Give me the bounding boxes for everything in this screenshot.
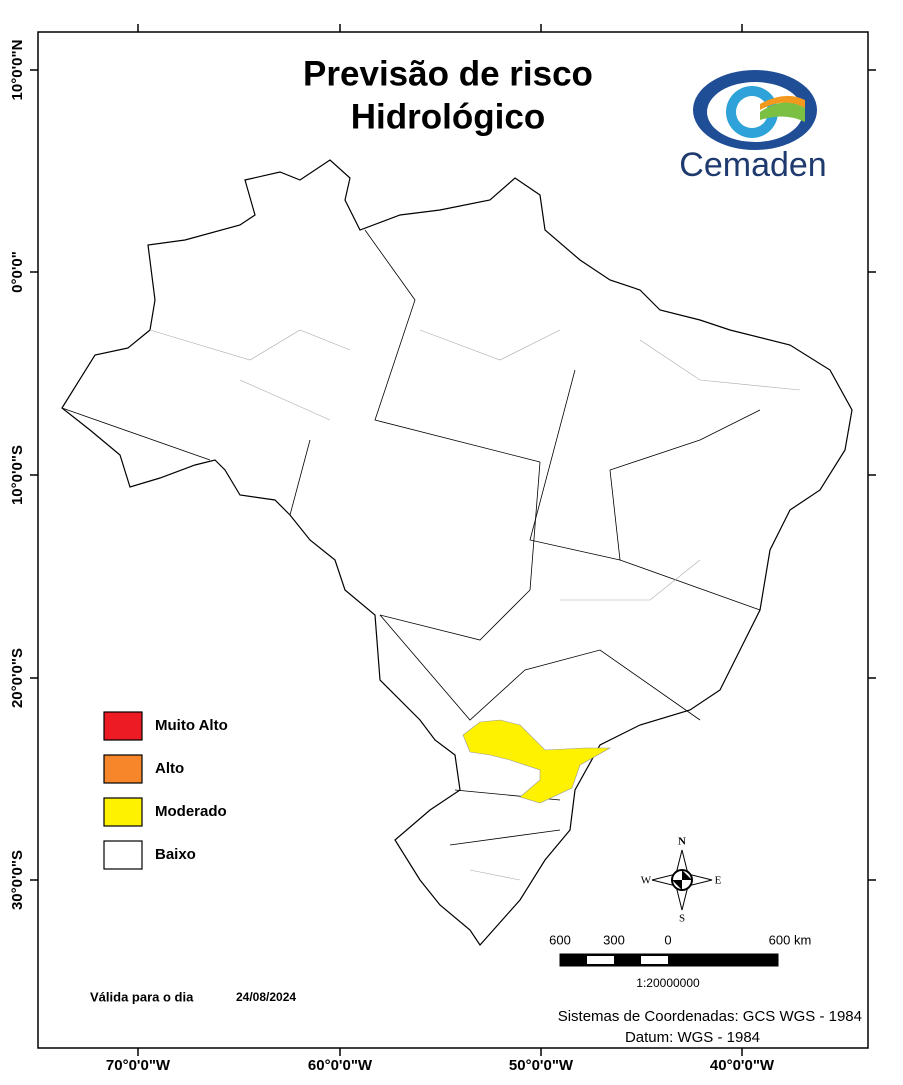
- scale-label: 600: [549, 932, 571, 947]
- legend-swatch: [103, 711, 143, 741]
- scale-bar: [559, 953, 779, 967]
- compass-label: E: [715, 875, 722, 887]
- state-borders: [61, 229, 761, 846]
- title-line: Previsão de risco: [303, 54, 593, 93]
- scale-label: 300: [603, 932, 625, 947]
- latitude-label: 30°0'0"S: [9, 850, 26, 910]
- compass-label: S: [679, 913, 685, 925]
- longitude-label: 70°0'0"W: [106, 1057, 171, 1074]
- legend-label: Muito Alto: [155, 717, 228, 734]
- legend-swatch: [103, 754, 143, 784]
- valid-date: 24/08/2024: [236, 990, 296, 1004]
- valid-label: Válida para o dia: [90, 989, 194, 1004]
- legend-swatch: [103, 797, 143, 827]
- datum: Datum: WGS - 1984: [625, 1029, 760, 1046]
- logo: [693, 70, 817, 150]
- longitude-label: 40°0'0"W: [710, 1057, 775, 1074]
- scale-label: 0: [664, 932, 671, 947]
- moderate-risk-area: [462, 719, 612, 804]
- compass-label: N: [678, 836, 686, 848]
- longitude-label: 60°0'0"W: [308, 1057, 373, 1074]
- coordinate-system: Sistemas de Coordenadas: GCS WGS - 1984: [558, 1008, 862, 1025]
- legend-label: Alto: [155, 760, 184, 777]
- logo-text: Cemaden: [679, 146, 826, 184]
- latitude-label: 20°0'0"S: [9, 648, 26, 708]
- longitude-label: 50°0'0"W: [509, 1057, 574, 1074]
- latitude-label: 10°0'0"N: [9, 40, 26, 101]
- x-axis-labels: 70°0'0"W 60°0'0"W 50°0'0"W 40°0'0"W: [106, 1057, 775, 1074]
- legend: Muito Alto Alto Moderado Baixo: [103, 711, 228, 870]
- scale-ratio: 1:20000000: [636, 976, 700, 990]
- compass: [651, 849, 713, 911]
- legend-label: Moderado: [155, 803, 227, 820]
- scale-label: 600 km: [769, 932, 812, 947]
- region-borders: [149, 329, 801, 881]
- legend-swatch: [103, 840, 143, 870]
- legend-label: Baixo: [155, 846, 196, 863]
- title-line: Hidrológico: [351, 97, 545, 136]
- compass-label: W: [641, 875, 652, 887]
- latitude-label: 10°0'0"S: [9, 445, 26, 505]
- latitude-label: 0°0'0": [9, 251, 26, 293]
- frame-ticks: [30, 24, 876, 1056]
- y-axis-labels: 10°0'0"N 0°0'0" 10°0'0"S 20°0'0"S 30°0'0"S: [9, 40, 26, 910]
